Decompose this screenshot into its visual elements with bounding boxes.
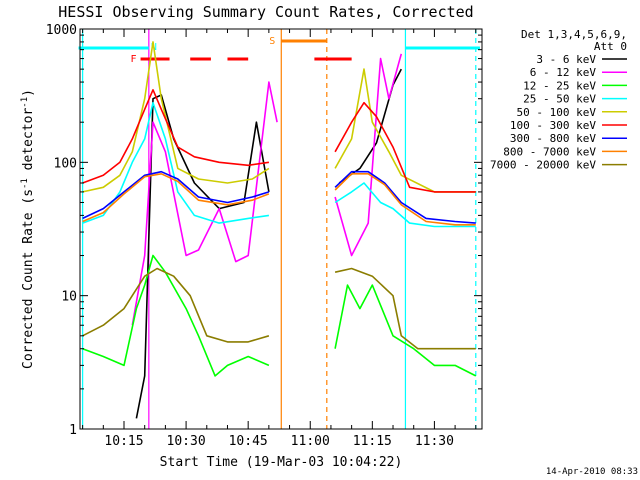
legend-label-5: 100 - 300 keV	[510, 119, 596, 132]
series-line-5	[82, 89, 476, 193]
timestamp: 14-Apr-2010 08:33	[546, 467, 638, 477]
legend-label-6: 300 - 800 keV	[510, 132, 596, 145]
series-line-3	[82, 101, 476, 228]
legend-label-7: 800 - 7000 keV	[503, 145, 596, 158]
y-tick-label-0: 1	[69, 423, 77, 438]
y-tick-label-2: 100	[54, 156, 77, 171]
x-tick-label-2: 10:45	[229, 434, 268, 449]
y-axis-label: Corrected Count Rate (s-1 detector-1)	[20, 89, 36, 369]
legend-label-3: 25 - 50 keV	[523, 93, 596, 106]
y-tick-label-3: 1000	[46, 23, 77, 38]
legend-label-2: 12 - 25 keV	[523, 79, 596, 92]
legend-header-line2: Att 0	[594, 40, 627, 53]
saa-flag-label: S	[269, 36, 275, 47]
legend-label-0: 3 - 6 keV	[536, 53, 596, 66]
y-axis-label-base: Corrected Count Rate (s	[21, 189, 36, 369]
legend-label-1: 6 - 12 keV	[530, 66, 597, 79]
x-tick-label-4: 11:15	[353, 434, 392, 449]
series-line-6	[82, 170, 476, 224]
series-line-0	[135, 68, 403, 419]
plot-area: FSN	[78, 29, 480, 429]
chart-title: HESSI Observing Summary Count Rates, Cor…	[58, 3, 473, 21]
y-axis-label-sup2: -1	[20, 97, 30, 108]
flare-flag-label: F	[131, 54, 137, 65]
x-axis: 10:15 10:30 10:45 11:00 11:15 11:30	[82, 29, 477, 449]
series-line-1	[131, 53, 403, 326]
y-axis-label-mid: detector	[21, 108, 36, 179]
x-tick-label-0: 10:15	[104, 434, 143, 449]
y-tick-label-1: 10	[61, 290, 77, 305]
legend-header-line1: Det 1,3,4,5,6,9,	[521, 28, 627, 41]
x-tick-label-3: 11:00	[291, 434, 330, 449]
series-line-7	[82, 173, 476, 226]
y-axis-label-sup1: -1	[20, 178, 30, 189]
x-axis-label: Start Time (19-Mar-03 10:04:22)	[160, 455, 403, 470]
x-tick-label-5: 11:30	[415, 434, 454, 449]
series-line-8	[82, 267, 476, 350]
plot-frame	[79, 28, 483, 430]
legend-label-8: 7000 - 20000 keV	[490, 159, 596, 172]
x-tick-label-1: 10:30	[167, 434, 206, 449]
legend-label-4: 50 - 100 keV	[517, 106, 597, 119]
y-axis: 1 10 100 1000	[46, 23, 482, 438]
y-axis-label-end: )	[21, 89, 36, 97]
